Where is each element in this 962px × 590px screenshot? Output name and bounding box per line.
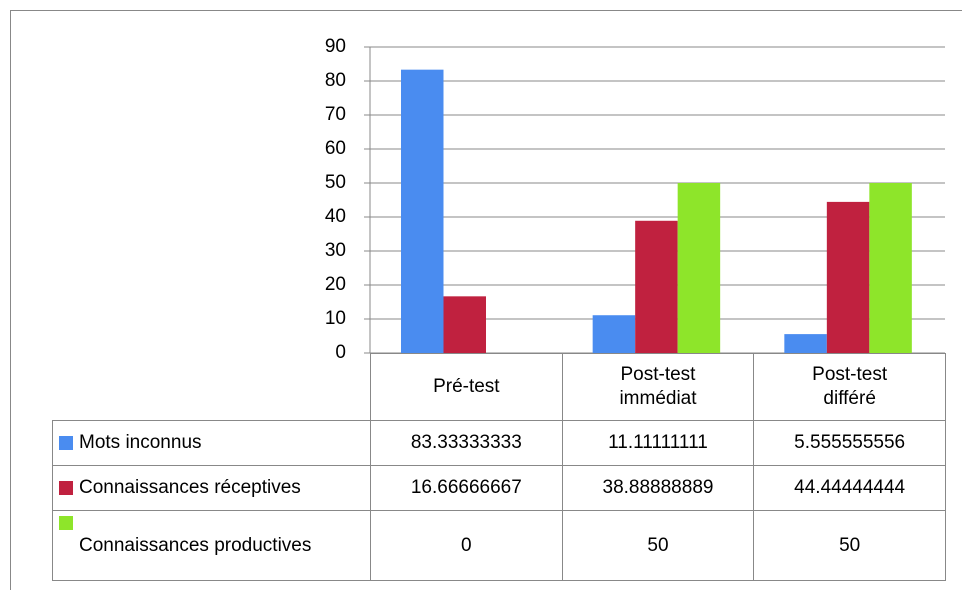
y-tick-label: 80 [325, 70, 346, 91]
legend-label: Connaissances productives [79, 534, 312, 556]
data-label: 83.33333333 [370, 420, 563, 466]
data-label: 50 [753, 510, 946, 581]
legend-entry: Connaissances productives [52, 510, 371, 581]
data-label: 16.66666667 [370, 465, 563, 511]
legend-swatch [59, 516, 73, 530]
legend-label: Connaissances réceptives [79, 477, 301, 498]
data-label: 44.44444444 [753, 465, 946, 511]
bar [869, 183, 912, 353]
legend-entry: Connaissances réceptives [52, 465, 371, 511]
y-tick-label: 0 [335, 342, 346, 363]
data-label: 0 [370, 510, 563, 581]
y-tick-label: 10 [325, 308, 346, 329]
bar [784, 334, 827, 353]
x-tick-label: Post-test différé [753, 353, 946, 421]
bar [826, 201, 870, 353]
data-label: 5.555555556 [753, 420, 946, 466]
y-tick-label: 50 [325, 172, 346, 193]
data-label: 50 [561, 510, 755, 581]
legend-label: Mots inconnus [79, 432, 202, 453]
y-tick-label: 60 [325, 138, 346, 159]
y-tick-label: 40 [325, 206, 346, 227]
y-tick-label: 30 [325, 240, 346, 261]
data-label: 11.11111111 [561, 420, 755, 466]
bar [401, 69, 444, 354]
x-tick-label: Post-test immédiat [561, 353, 755, 421]
bar [443, 296, 486, 353]
data-label: 38.88888889 [561, 465, 755, 511]
legend-entry: Mots inconnus [52, 420, 371, 466]
legend-swatch [59, 481, 73, 495]
bar [635, 220, 678, 353]
y-tick-label: 70 [325, 104, 346, 125]
legend-swatch [59, 436, 73, 450]
bar [592, 315, 636, 353]
bar [677, 183, 721, 353]
y-tick-label: 20 [325, 274, 346, 295]
x-tick-label: Pré-test [370, 353, 563, 421]
y-tick-label: 90 [325, 36, 346, 57]
